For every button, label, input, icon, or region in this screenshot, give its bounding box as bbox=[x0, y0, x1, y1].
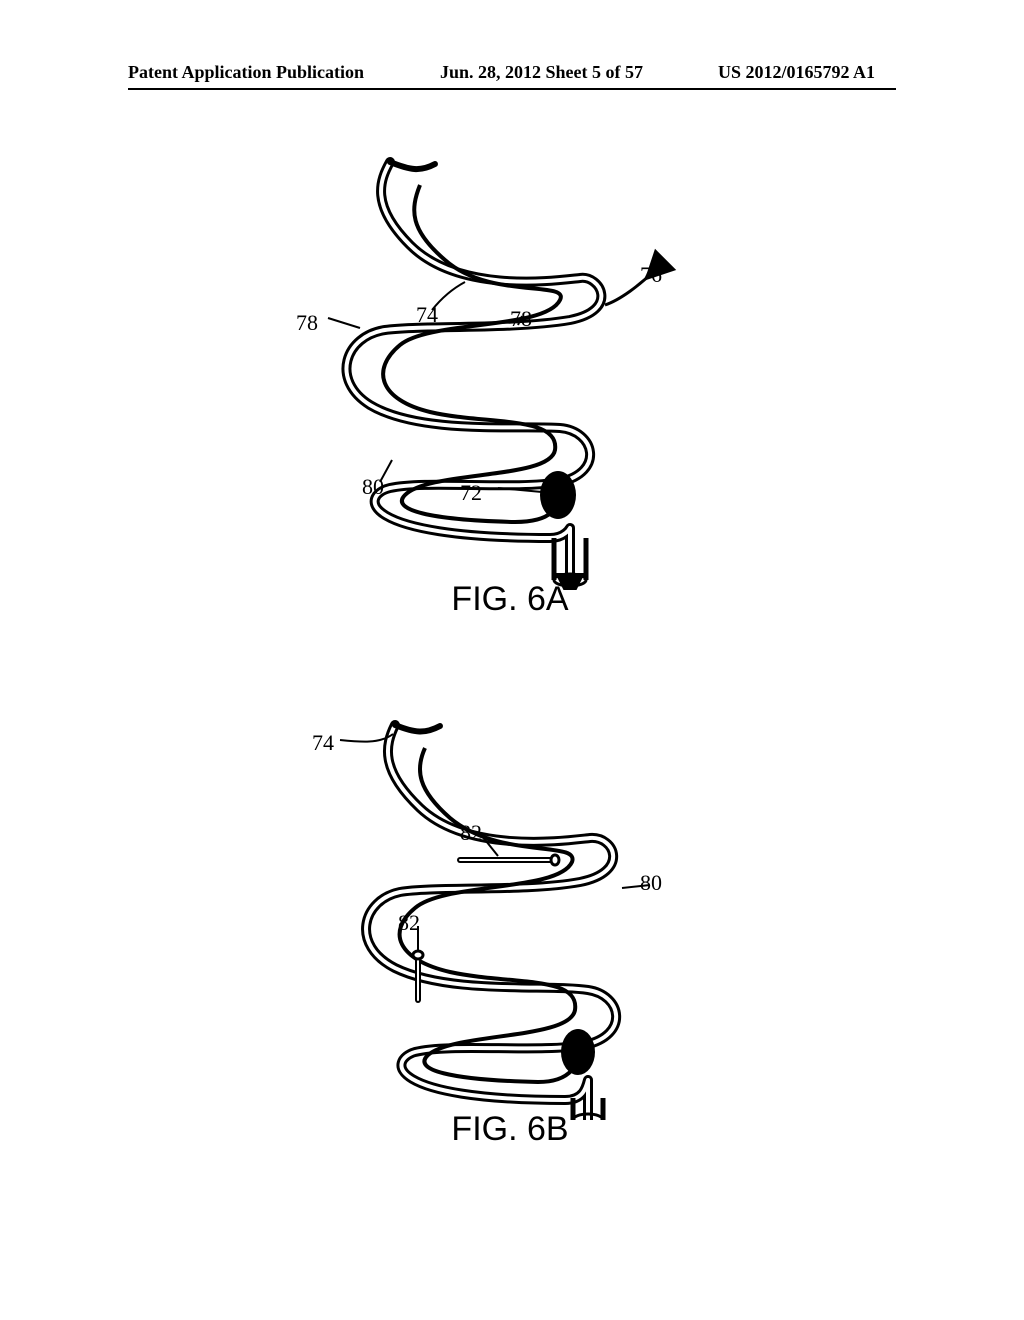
fig6a-leader-78l bbox=[328, 318, 360, 328]
fig6a-label-74: 74 bbox=[416, 302, 438, 328]
page: Patent Application Publication Jun. 28, … bbox=[0, 0, 1024, 1320]
fig6a-label-72: 72 bbox=[460, 480, 482, 506]
header-rule bbox=[128, 88, 896, 90]
header-right: US 2012/0165792 A1 bbox=[718, 62, 875, 83]
figure-6b-svg bbox=[300, 700, 720, 1120]
fig6b-dark-spot bbox=[561, 1029, 595, 1075]
fig6a-label-78-left: 78 bbox=[296, 310, 318, 336]
fig6a-label-76: 76 bbox=[640, 262, 662, 288]
header-center: Jun. 28, 2012 Sheet 5 of 57 bbox=[440, 62, 643, 83]
fig6b-inlet bbox=[395, 725, 440, 732]
fig6a-inner-tube bbox=[383, 185, 561, 522]
fig6a-inlet bbox=[390, 162, 435, 169]
fig6b-label-82-bot: 82 bbox=[398, 910, 420, 936]
fig6b-label-82-top: 82 bbox=[460, 820, 482, 846]
fig6a-label-78-right: 78 bbox=[510, 306, 532, 332]
header-left: Patent Application Publication bbox=[128, 62, 364, 83]
figure-6a bbox=[260, 150, 720, 630]
fig6b-inner-tube bbox=[400, 748, 580, 1082]
figure-6a-svg bbox=[260, 150, 720, 590]
fig6a-caption: FIG. 6A bbox=[400, 580, 620, 619]
fig6b-label-74: 74 bbox=[312, 730, 334, 756]
fig6b-label-80: 80 bbox=[640, 870, 662, 896]
fig6a-dark-spot bbox=[540, 471, 576, 519]
fig6a-label-80: 80 bbox=[362, 474, 384, 500]
figure-6b bbox=[300, 700, 720, 1140]
fig6b-caption: FIG. 6B bbox=[400, 1110, 620, 1149]
